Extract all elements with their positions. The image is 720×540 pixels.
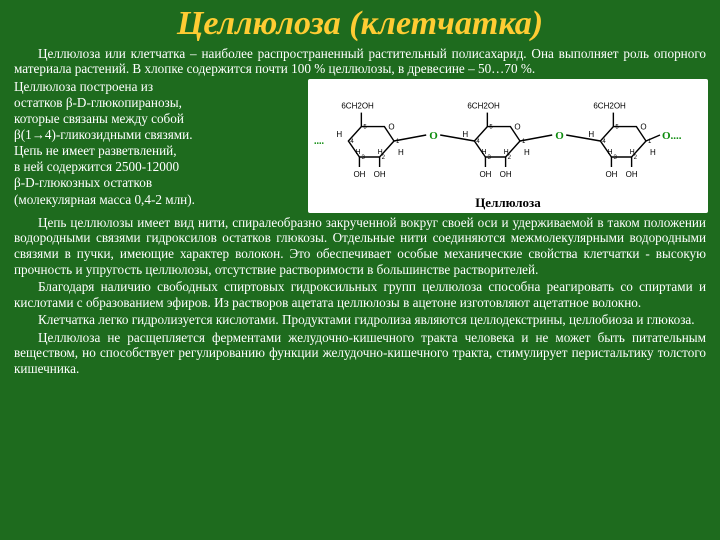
text-line: (молекулярная масса 0,4-2 млн). — [14, 192, 300, 208]
slide: Целлюлоза (клетчатка) Целлюлоза или клет… — [0, 0, 720, 540]
svg-text:2: 2 — [382, 155, 386, 161]
svg-text:5: 5 — [615, 124, 619, 130]
svg-text:O: O — [388, 122, 394, 131]
text-line: Целлюлоза построена из — [14, 79, 300, 95]
svg-text:4: 4 — [350, 139, 354, 145]
svg-text:O: O — [555, 130, 564, 142]
svg-text:OH: OH — [374, 170, 386, 179]
paragraph: Клетчатка легко гидролизуется кислотами.… — [14, 312, 706, 328]
svg-text:H: H — [336, 130, 342, 139]
svg-text:5: 5 — [363, 124, 367, 130]
svg-text:3: 3 — [613, 155, 617, 161]
svg-text:H: H — [462, 130, 468, 139]
svg-text:OH: OH — [500, 170, 512, 179]
svg-text:4: 4 — [476, 139, 480, 145]
svg-text:H: H — [524, 148, 530, 157]
svg-text:....: .... — [314, 136, 325, 147]
slide-title: Целлюлоза (клетчатка) — [14, 6, 706, 42]
text-line: β-D-глюкозных остатков — [14, 175, 300, 191]
svg-text:6CH2OH: 6CH2OH — [593, 101, 626, 110]
svg-text:OH: OH — [626, 170, 638, 179]
svg-text:H: H — [398, 148, 404, 157]
text-line: β(1→4)-гликозидными связями. — [14, 127, 300, 143]
svg-text:2: 2 — [634, 155, 638, 161]
svg-text:2: 2 — [508, 155, 512, 161]
structure-diagram: O6CH2OHHOHHOHHH54321O6CH2OHHOHHOHHH54321… — [308, 79, 708, 213]
svg-text:H: H — [588, 130, 594, 139]
text-line: остатков β-D-глюкопиранозы, — [14, 95, 300, 111]
paragraph: Целлюлоза не расщепляется ферментами жел… — [14, 330, 706, 377]
text-line: которые связаны между собой — [14, 111, 300, 127]
svg-text:OH: OH — [605, 170, 617, 179]
svg-text:3: 3 — [361, 155, 365, 161]
svg-text:5: 5 — [489, 124, 493, 130]
cellulose-svg: O6CH2OHHOHHOHHH54321O6CH2OHHOHHOHHH54321… — [312, 85, 704, 193]
svg-text:O....: O.... — [662, 130, 682, 142]
svg-text:O: O — [514, 122, 520, 131]
svg-text:O: O — [640, 122, 646, 131]
svg-text:H: H — [481, 149, 486, 156]
svg-text:OH: OH — [353, 170, 365, 179]
svg-text:4: 4 — [602, 139, 606, 145]
intro-paragraph: Целлюлоза или клетчатка – наиболее распр… — [14, 46, 706, 77]
svg-text:O: O — [429, 130, 438, 142]
svg-text:H: H — [355, 149, 360, 156]
structure-text: Целлюлоза построена из остатков β-D-глюк… — [14, 79, 300, 208]
text-line: в ней содержится 2500-12000 — [14, 159, 300, 175]
paragraph: Цепь целлюлозы имеет вид нити, спиралеоб… — [14, 215, 706, 277]
paragraph: Благодаря наличию свободных спиртовых ги… — [14, 279, 706, 310]
diagram-caption: Целлюлоза — [475, 195, 541, 211]
svg-text:H: H — [607, 149, 612, 156]
svg-text:OH: OH — [479, 170, 491, 179]
text-line: Цепь не имеет разветвлений, — [14, 143, 300, 159]
svg-text:6CH2OH: 6CH2OH — [467, 101, 500, 110]
svg-text:6CH2OH: 6CH2OH — [341, 101, 374, 110]
svg-text:3: 3 — [487, 155, 491, 161]
svg-text:H: H — [650, 148, 656, 157]
structure-row: Целлюлоза построена из остатков β-D-глюк… — [14, 79, 706, 213]
